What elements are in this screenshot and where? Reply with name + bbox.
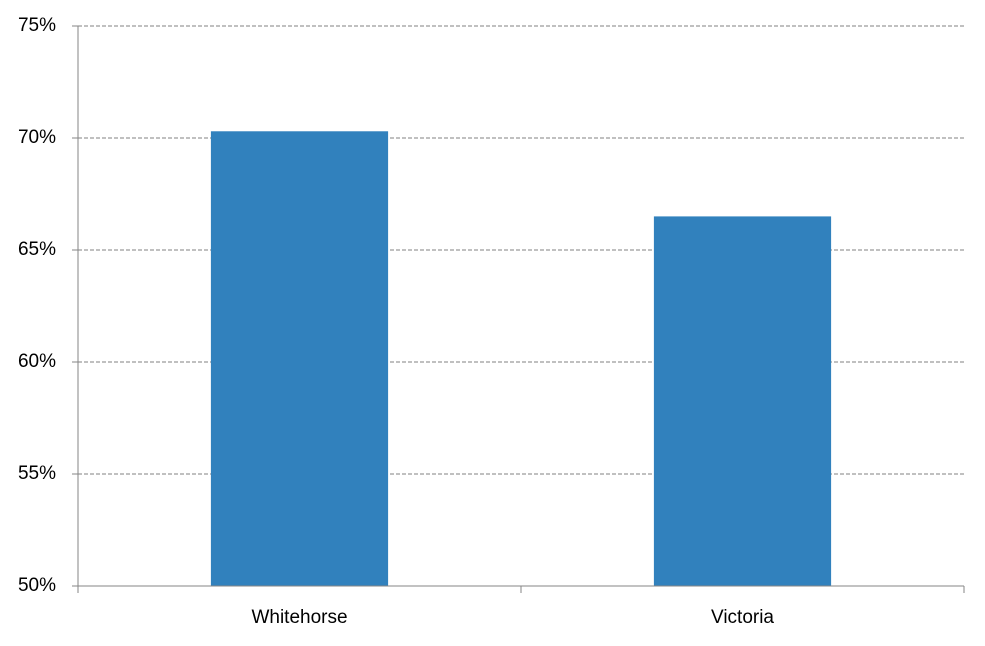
bar (210, 131, 389, 586)
x-tick-label: Victoria (711, 607, 774, 628)
y-tick-label: 65% (18, 239, 56, 260)
y-tick-label: 70% (18, 127, 56, 148)
x-tick-label: Whitehorse (251, 607, 347, 628)
y-tick-label: 55% (18, 463, 56, 484)
y-tick-label: 60% (18, 351, 56, 372)
y-tick-label: 50% (18, 575, 56, 596)
bar (653, 216, 832, 586)
y-tick-label: 75% (18, 15, 56, 36)
